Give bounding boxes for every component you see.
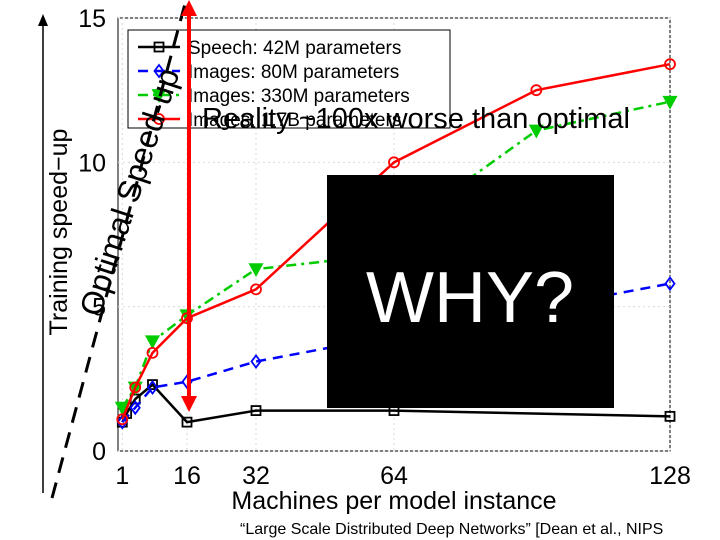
data-point: [146, 379, 159, 395]
data-point: [664, 276, 676, 292]
data-point: [662, 95, 678, 110]
series-line: [121, 62, 671, 420]
why-box: [327, 175, 614, 408]
series-4: [116, 58, 676, 426]
x-axis-label: Machines per model instance: [231, 487, 556, 515]
data-point: [129, 381, 142, 394]
reality-arrow: [181, 0, 197, 412]
legend-item: Images: 80M parameters: [138, 62, 399, 83]
data-point: [144, 335, 161, 350]
y-tick-label: 10: [78, 149, 106, 177]
data-point: [114, 401, 130, 416]
x-tick-label: 64: [380, 462, 408, 490]
optimal-line: [50, 0, 188, 499]
legend-label: Images: 330M parameters: [188, 86, 410, 107]
data-point: [153, 63, 165, 79]
data-point: [530, 84, 543, 97]
why-label: WHY?: [366, 258, 574, 338]
data-point: [116, 413, 129, 426]
y-axis-label: Training speed−up: [45, 129, 73, 336]
x-tick-label: 128: [649, 462, 691, 490]
data-point: [388, 156, 400, 169]
data-point: [146, 346, 159, 359]
data-point: [116, 414, 128, 430]
y-tick-label: 15: [78, 5, 106, 33]
legend-box: [127, 29, 451, 129]
data-point: [181, 416, 193, 428]
citation: “Large Scale Distributed Deep Networks” …: [240, 521, 663, 538]
series-line: [121, 382, 671, 424]
series-2: [116, 276, 676, 430]
legend-label: Images: 80M parameters: [188, 62, 399, 83]
legend-label: Speech: 42M parameters: [188, 38, 401, 59]
legend: Speech: 42M parameters Images: 80M parame…: [127, 29, 451, 131]
data-point: [153, 41, 165, 53]
x-tick-label: 1: [115, 462, 129, 490]
y-axis-arrowhead: [38, 14, 48, 26]
data-point: [248, 263, 264, 278]
data-point: [664, 58, 676, 71]
legend-label: Images: 1.7B parameters: [188, 110, 401, 131]
data-point: [250, 354, 262, 370]
data-point: [528, 124, 544, 139]
data-point: [129, 400, 141, 416]
x-tick-label: 32: [242, 462, 270, 490]
data-point: [664, 410, 676, 422]
y-tick-label: 0: [92, 438, 106, 466]
data-point: [250, 283, 262, 296]
legend-item: Speech: 42M parameters: [138, 38, 401, 59]
x-tick-label: 16: [173, 462, 201, 490]
reality-label: Reality ~100x worse than optimal: [202, 103, 630, 135]
data-point: [250, 405, 262, 416]
series-line: [121, 282, 671, 423]
